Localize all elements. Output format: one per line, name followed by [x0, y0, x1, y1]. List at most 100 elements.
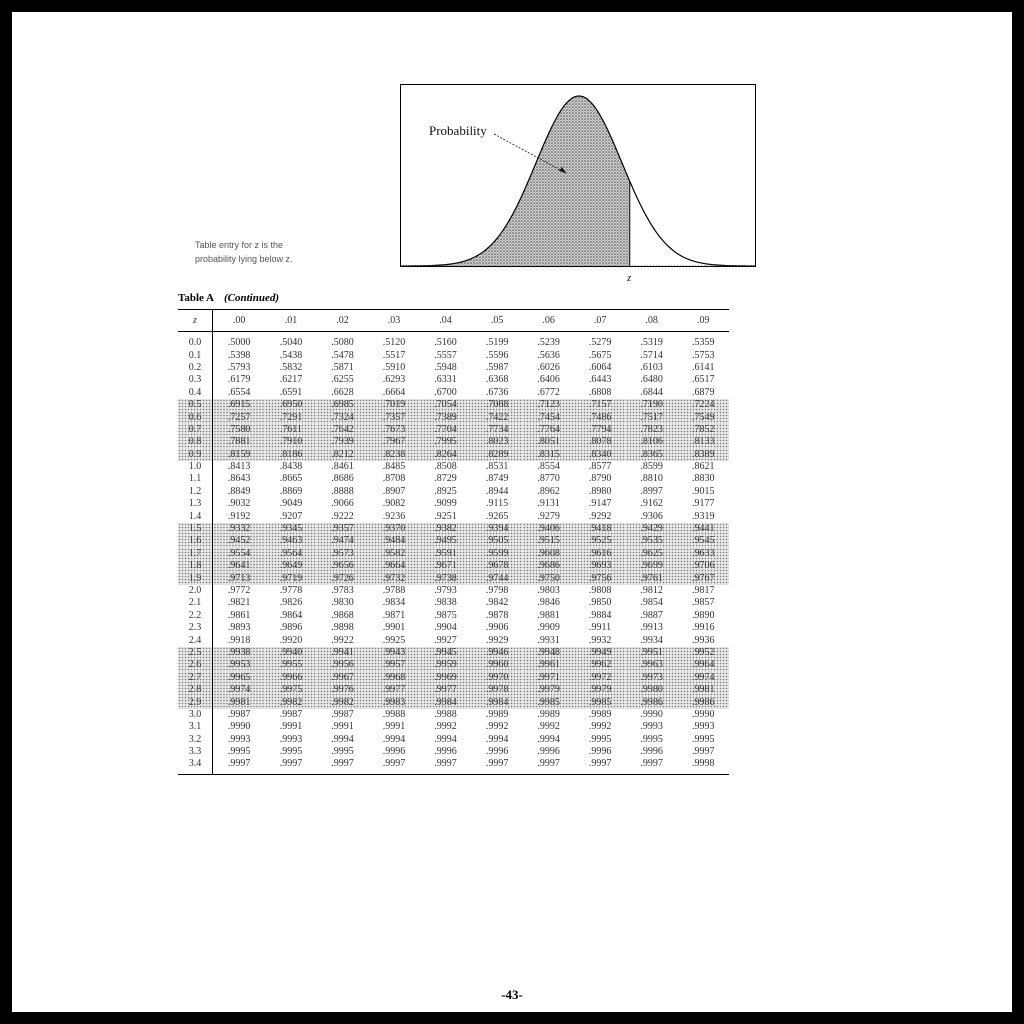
probability-cell: .9868: [331, 609, 354, 621]
probability-cell: .9484: [368, 535, 420, 548]
probability-cell: .9987: [227, 708, 251, 720]
probability-cell: .9997: [265, 758, 317, 775]
probability-cell: .9441: [677, 522, 729, 536]
probability-cell: .9996: [382, 746, 406, 758]
probability-cell: .7019: [368, 398, 420, 412]
probability-cell: .5753: [691, 349, 715, 361]
probability-cell: .9992: [485, 721, 509, 733]
probability-cell: .9936: [691, 634, 715, 646]
probability-cell: .9985: [522, 696, 575, 709]
probability-cell: .9778: [279, 585, 303, 596]
probability-cell: .8340: [574, 448, 626, 461]
probability-cell: .9916: [691, 622, 715, 634]
z-axis-label: z: [627, 272, 632, 284]
probability-cell: .9946: [471, 646, 523, 660]
probability-cell: .6879: [691, 386, 715, 398]
standard-normal-table: z .00.01.02.03.04.05.06.07.08.09 0.0 .500…: [178, 309, 729, 775]
probability-cell: .9525: [574, 535, 626, 548]
probability-cell: .9966: [265, 671, 317, 684]
column-header: .01: [265, 309, 317, 332]
probability-cell: .8078: [574, 436, 626, 449]
probability-cell: .6808: [588, 386, 612, 398]
probability-cell: .9911: [589, 622, 612, 634]
probability-cell: .9997: [419, 758, 472, 775]
probability-cell: .9948: [522, 646, 575, 660]
z-value-cell: 1.6: [178, 535, 213, 548]
probability-cell: .6517: [691, 374, 715, 386]
probability-cell: .8023: [471, 436, 523, 449]
pointer-arrowhead: [559, 167, 566, 173]
probability-cell: .9177: [691, 498, 715, 510]
probability-cell: .5239: [537, 337, 560, 349]
probability-cell: .5438: [279, 349, 303, 361]
probability-cell: .9893: [227, 622, 251, 634]
table-row: 1.0 .8413 .8438 .8461 .8485 .8508 .8531 .8554 .8…: [178, 460, 729, 474]
probability-cell: .9767: [677, 572, 729, 585]
probability-cell: .6179: [227, 374, 251, 386]
table-row: 0.6.7257.7291.7324.7357.7389.7422.7454.7…: [178, 411, 729, 424]
probability-cell: .9750: [522, 572, 575, 585]
probability-cell: .9938: [212, 646, 266, 660]
probability-cell: .5080: [331, 337, 354, 349]
probability-cell: .9996: [588, 746, 612, 758]
probability-cell: .5000: [227, 337, 251, 349]
probability-cell: .6985: [316, 398, 369, 412]
probability-cell: .9515: [522, 535, 575, 548]
table-row: 1.4 .9192 .9207 .9222 .9236 .9251 .9265 .9279 .9…: [178, 510, 729, 523]
probability-cell: .9591: [419, 547, 472, 561]
probability-cell: .9984: [471, 696, 523, 709]
probability-cell: .9913: [640, 622, 663, 634]
z-value-cell: 3.0: [178, 708, 213, 722]
probability-cell: .9306: [640, 510, 663, 522]
z-value-cell: 2.2: [178, 609, 213, 622]
table-row: 2.4 .9918 .9920 .9922 .9925 .9927 .9929 .9931 .9…: [178, 634, 729, 647]
probability-cell: .9678: [471, 560, 523, 573]
probability-cell: .9995: [640, 733, 663, 745]
probability-cell: .9357: [316, 522, 369, 536]
table-row: 0.0 .5000 .5040 .5080 .5120 .5160 .5199 .5239 .5…: [178, 331, 729, 350]
probability-cell: .9370: [368, 522, 420, 536]
document-page: Table entry for z is the probability lyi…: [12, 12, 1012, 1012]
probability-cell: .9032: [227, 498, 251, 510]
probability-cell: .9955: [265, 659, 317, 672]
z-column-header: z: [178, 309, 213, 332]
probability-cell: .9987: [331, 708, 354, 720]
probability-cell: .8686: [331, 473, 354, 485]
probability-cell: .8315: [522, 448, 575, 461]
probability-cell: .5596: [485, 349, 509, 361]
probability-cell: .9989: [485, 708, 509, 720]
table-subtitle: (Continued): [223, 292, 279, 304]
probability-cell: .6293: [382, 374, 406, 386]
table-row: 2.1 .9821 .9826 .9830 .9834 .9838 .9842 .9846 .9…: [178, 597, 729, 610]
probability-cell: .6628: [331, 386, 354, 398]
probability-cell: .9971: [522, 671, 575, 684]
z-value-cell: 1.9: [178, 572, 213, 585]
probability-cell: .9066: [331, 498, 354, 510]
probability-cell: .8790: [588, 473, 612, 485]
probability-cell: .9956: [316, 659, 369, 672]
column-header: .05: [471, 309, 523, 332]
probability-cell: .9821: [227, 597, 251, 609]
probability-cell: .6700: [434, 386, 457, 398]
probability-cell: .7995: [419, 436, 472, 449]
probability-cell: .9382: [419, 522, 472, 536]
probability-cell: .9997: [574, 758, 626, 775]
probability-cell: .9429: [625, 522, 678, 536]
probability-cell: .9292: [588, 510, 612, 522]
z-value-cell: 2.6: [178, 659, 213, 672]
probability-cell: .9978: [471, 683, 523, 697]
probability-cell: .9793: [434, 585, 457, 596]
probability-cell: .9995: [227, 746, 251, 758]
probability-cell: .9732: [368, 572, 420, 585]
probability-cell: .9991: [279, 721, 303, 733]
probability-cell: .9738: [419, 572, 472, 585]
probability-pointer: [493, 133, 567, 174]
probability-cell: .5359: [691, 337, 715, 349]
probability-cell: .9951: [625, 646, 678, 660]
probability-cell: .5040: [279, 337, 303, 349]
probability-cell: .9957: [368, 659, 420, 672]
z-value-cell: 0.1: [178, 349, 213, 362]
probability-cell: .9463: [265, 535, 317, 548]
probability-cell: .6331: [434, 374, 457, 386]
probability-cell: .7454: [522, 411, 575, 424]
